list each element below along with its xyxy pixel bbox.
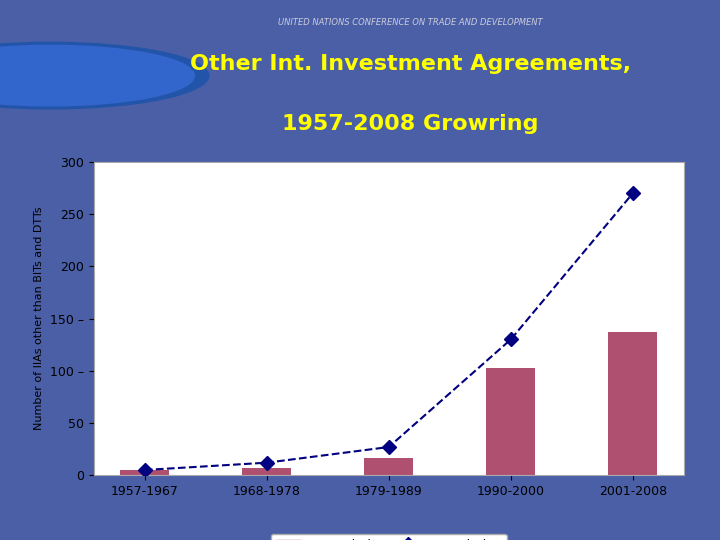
Bar bbox=[120, 470, 169, 475]
Circle shape bbox=[0, 42, 209, 109]
Text: 1957-2008 Growring: 1957-2008 Growring bbox=[282, 114, 539, 134]
Y-axis label: Number of IIAs other than BITs and DTTs: Number of IIAs other than BITs and DTTs bbox=[34, 207, 44, 430]
Bar bbox=[243, 468, 291, 475]
Bar bbox=[364, 458, 413, 475]
Bar bbox=[608, 332, 657, 475]
Text: Other Int. Investment Agreements,: Other Int. Investment Agreements, bbox=[190, 53, 631, 73]
Circle shape bbox=[0, 45, 194, 106]
Text: UNITED NATIONS CONFERENCE ON TRADE AND DEVELOPMENT: UNITED NATIONS CONFERENCE ON TRADE AND D… bbox=[278, 18, 543, 27]
Bar bbox=[487, 368, 535, 475]
Legend: By period, Cumulative: By period, Cumulative bbox=[271, 534, 507, 540]
